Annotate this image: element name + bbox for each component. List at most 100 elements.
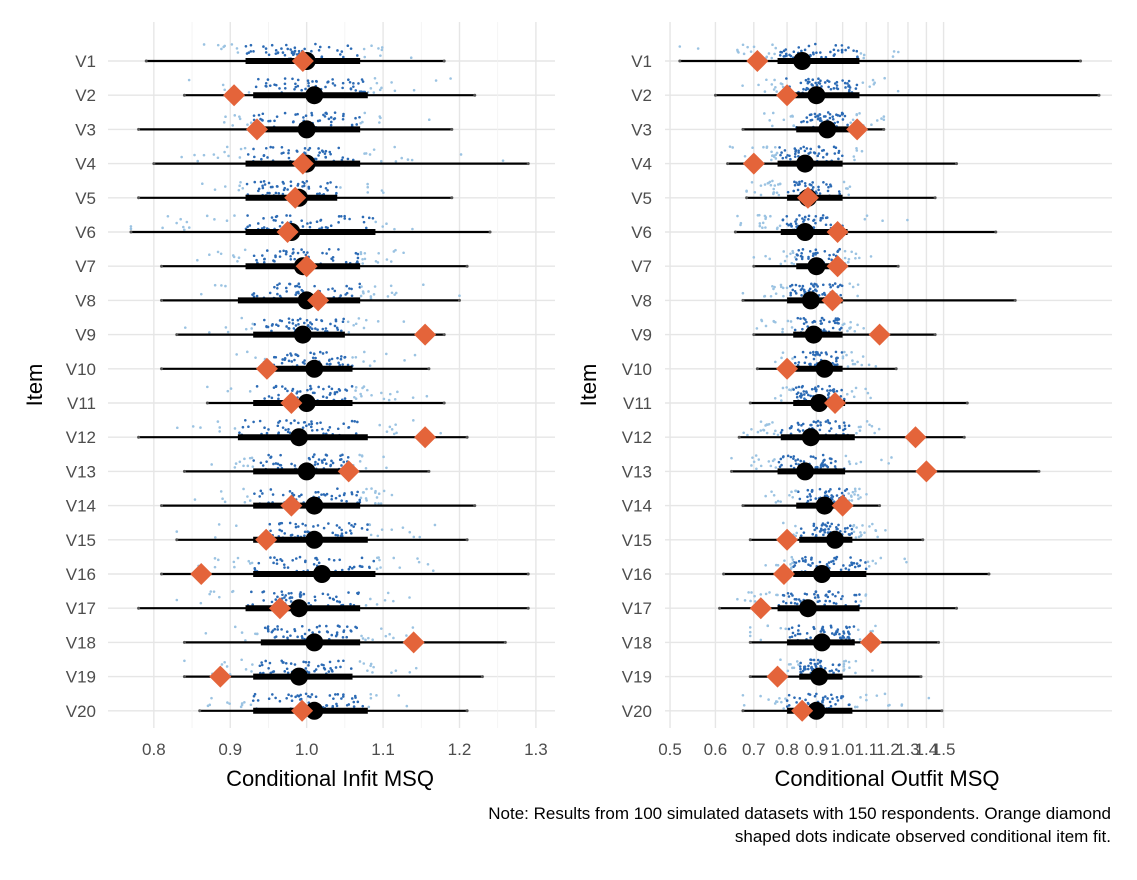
sim-dot — [783, 259, 787, 263]
sim-dot — [243, 248, 247, 252]
interval-end-dot — [159, 504, 163, 508]
sim-dot — [302, 660, 305, 664]
sim-dot — [806, 499, 810, 503]
sim-dot — [824, 115, 827, 118]
sim-dot — [763, 112, 766, 115]
sim-dot — [839, 394, 843, 398]
sim-dot — [825, 524, 828, 528]
sim-dot — [360, 634, 363, 638]
sim-dot — [890, 456, 893, 459]
sim-dot — [309, 387, 312, 391]
sim-dot — [309, 221, 312, 225]
sim-dot — [346, 363, 350, 367]
sim-dot — [827, 185, 830, 189]
sim-dot — [335, 631, 339, 634]
sim-dot — [782, 118, 786, 122]
sim-dot — [771, 111, 775, 115]
sim-dot — [290, 591, 293, 595]
sim-dot — [360, 394, 363, 398]
sim-dot — [819, 630, 823, 633]
sim-dot — [342, 460, 346, 464]
sim-dot — [339, 357, 343, 361]
sim-dot — [779, 394, 783, 397]
sim-dot — [809, 147, 813, 151]
sim-dot — [854, 600, 858, 603]
sim-dot — [767, 460, 771, 463]
sim-dot — [360, 454, 364, 457]
sim-dot — [780, 428, 784, 432]
interval-end-dot — [955, 606, 959, 610]
interval-end-dot — [526, 162, 530, 166]
sim-dot — [826, 531, 830, 534]
sim-dot — [182, 228, 186, 232]
sim-dot — [248, 456, 252, 460]
sim-dot — [858, 487, 861, 491]
interval-end-dot — [182, 675, 186, 679]
sim-dot — [795, 395, 799, 399]
sim-dot — [267, 666, 270, 670]
sim-dot — [259, 180, 263, 184]
sim-dot — [814, 665, 818, 669]
sim-dot — [298, 317, 302, 321]
sim-dot — [353, 396, 356, 399]
sim-dot — [311, 356, 315, 360]
sim-dot — [866, 560, 870, 564]
sim-dot — [280, 659, 284, 663]
sim-dot — [815, 526, 818, 530]
sim-dot — [216, 156, 220, 160]
sim-dot — [260, 157, 263, 161]
sim-dot — [844, 454, 848, 458]
sim-dot — [341, 363, 345, 366]
sim-dot — [773, 285, 776, 289]
sim-dot — [809, 351, 812, 355]
sim-dot — [274, 49, 278, 52]
sim-dot — [251, 465, 255, 468]
sim-dot — [827, 392, 831, 395]
sim-dot — [288, 214, 292, 217]
sim-dot — [369, 692, 373, 696]
sim-dot — [794, 459, 797, 462]
sim-dot — [307, 423, 311, 426]
sim-dot — [329, 116, 333, 119]
interval-end-dot — [427, 469, 431, 473]
sim-dot — [790, 490, 793, 494]
sim-dot — [822, 328, 826, 331]
x-tick-label: 1.3 — [524, 740, 548, 759]
sim-dot — [824, 223, 828, 227]
sim-dot — [216, 420, 220, 423]
sim-dot — [813, 662, 817, 666]
interval-end-dot — [137, 435, 141, 439]
sim-dot — [292, 327, 296, 330]
sim-dot — [299, 591, 302, 594]
sim-dot — [278, 294, 282, 298]
sim-dot — [362, 47, 366, 51]
sim-dot — [394, 669, 398, 672]
sim-dot — [199, 292, 203, 296]
sim-dot — [289, 600, 293, 603]
sim-dot — [229, 387, 233, 390]
sim-dot — [324, 85, 327, 89]
sim-dot — [213, 565, 217, 569]
sim-dot — [789, 157, 792, 161]
sim-dot — [342, 630, 345, 634]
sim-dot — [814, 115, 817, 119]
sim-dot — [847, 257, 851, 261]
sim-dot — [385, 352, 388, 356]
sim-dot — [279, 463, 283, 467]
footnote: Note: Results from 100 simulated dataset… — [211, 802, 1111, 848]
sim-dot — [819, 665, 823, 669]
sim-dot — [307, 628, 311, 632]
sim-dot — [244, 668, 248, 671]
y-tick-label: V11 — [623, 394, 652, 413]
sim-dot — [787, 595, 791, 598]
sim-dot — [304, 559, 307, 563]
sim-dot — [260, 118, 264, 122]
sim-dot — [175, 221, 178, 225]
sim-dot — [266, 191, 269, 195]
sim-dot — [815, 465, 819, 469]
sim-dot — [408, 530, 412, 534]
sim-dot — [784, 697, 787, 700]
sim-dot — [843, 489, 847, 492]
sim-dot — [775, 593, 778, 597]
sim-dot — [246, 153, 250, 156]
